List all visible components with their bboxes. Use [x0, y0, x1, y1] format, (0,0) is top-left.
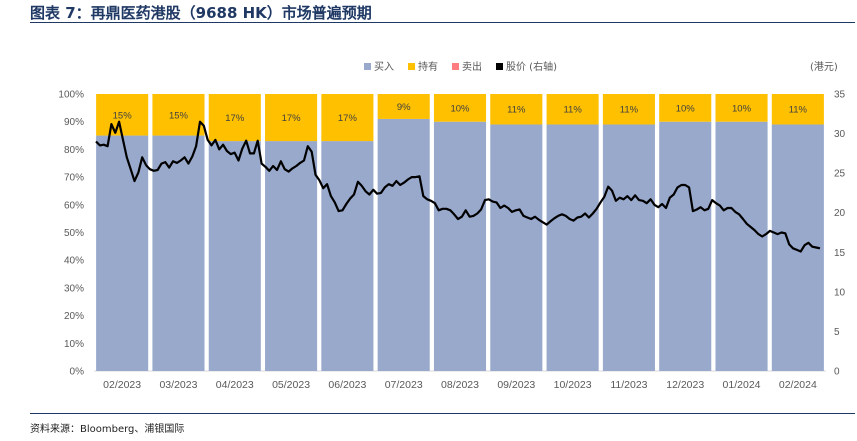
left-axis-tick: 10% — [64, 339, 84, 350]
bar-hold — [152, 94, 205, 136]
legend-swatch — [496, 63, 503, 70]
figure-title: 图表 7：再鼎医药港股（9688 HK）市场普遍预期 — [30, 4, 372, 22]
x-axis-tick: 12/2023 — [666, 379, 704, 391]
data-label: 17% — [282, 113, 302, 124]
x-axis-tick: 10/2023 — [554, 379, 592, 391]
legend: 买入 持有 卖出 股价 (右轴) — [364, 60, 557, 73]
bar-hold — [490, 94, 543, 125]
bar-buy — [265, 141, 318, 371]
left-axis-tick: 30% — [64, 283, 84, 294]
x-axis-tick: 08/2023 — [441, 379, 479, 391]
left-axis-tick: 90% — [64, 117, 84, 128]
data-label: 11% — [620, 105, 639, 116]
data-label: 11% — [789, 105, 808, 116]
data-label: 11% — [563, 105, 582, 116]
bar-hold — [96, 94, 149, 136]
source-rule — [30, 413, 855, 414]
data-label: 15% — [113, 110, 133, 121]
bar-buy — [715, 121, 768, 371]
left-axis-tick: 70% — [64, 173, 84, 184]
x-axis-tick: 11/2023 — [610, 379, 647, 391]
bar-hold — [433, 94, 487, 122]
left-axis-tick: 0% — [70, 367, 85, 378]
bar-hold — [265, 94, 318, 142]
line-layer — [95, 120, 821, 253]
bar-buy — [96, 135, 149, 371]
data-label: 10% — [676, 103, 696, 114]
right-axis-tick: 35 — [834, 90, 846, 101]
data-label: 17% — [225, 113, 245, 124]
bar-hold — [715, 94, 768, 122]
x-axis-tick: 04/2023 — [216, 379, 254, 391]
data-label: 10% — [450, 103, 470, 114]
legend-label: 买入 — [374, 61, 394, 73]
right-axis-tick: 10 — [834, 287, 846, 298]
left-axis-tick: 40% — [64, 256, 84, 267]
right-axis-tick: 20 — [834, 208, 846, 219]
axis-layer: 0% 10% 20% 30% 40% 50% 60% 70% 80% 90% 100% 0 5 10 15 2… — [58, 61, 845, 391]
legend-swatch — [452, 63, 459, 70]
bar-hold — [546, 94, 599, 125]
legend-swatch — [364, 63, 371, 70]
bar-hold — [321, 94, 374, 142]
bar-buy — [208, 141, 261, 371]
left-axis-tick: 60% — [64, 200, 84, 211]
bar-hold — [659, 94, 712, 122]
bar-buy — [152, 135, 205, 371]
title-rule — [30, 22, 855, 23]
left-axis-tick: 80% — [64, 145, 84, 156]
right-axis-tick: 5 — [834, 327, 840, 338]
left-axis-tick: 50% — [64, 228, 84, 239]
price-line — [95, 120, 821, 253]
right-axis-tick: 15 — [834, 248, 846, 259]
bar-hold — [377, 94, 430, 119]
bar-buy — [546, 124, 599, 371]
data-label: 9% — [397, 102, 411, 113]
right-axis-tick: 25 — [834, 169, 846, 180]
left-axis-tick: 20% — [64, 311, 84, 322]
x-axis-tick: 01/2024 — [723, 379, 761, 391]
bar-buy — [433, 121, 487, 371]
legend-label: 股价 (右轴) — [506, 60, 557, 73]
left-axis-tick: 100% — [58, 90, 84, 101]
bar-buy — [490, 124, 543, 371]
bars-layer — [96, 94, 824, 372]
bar-buy — [377, 118, 430, 372]
x-axis-tick: 05/2023 — [272, 379, 310, 391]
data-label: 10% — [732, 103, 752, 114]
x-axis-tick: 06/2023 — [328, 379, 366, 391]
right-axis-unit: (港元) — [810, 61, 838, 73]
x-axis-tick: 09/2023 — [497, 379, 535, 391]
bar-hold — [208, 94, 261, 142]
x-axis-tick: 07/2023 — [385, 379, 423, 391]
bar-buy — [659, 121, 712, 371]
bar-buy — [321, 141, 374, 371]
x-axis-tick: 02/2023 — [103, 379, 141, 391]
bar-buy — [602, 124, 655, 371]
x-axis-tick: 02/2024 — [779, 379, 817, 391]
data-labels-layer: 15% 15% 17% 17% 17% 9% 10% 11% 11% 11% 10% 10% 11% — [113, 102, 808, 124]
x-axis-tick: 03/2023 — [159, 379, 197, 391]
source-note: 资料来源：Bloomberg、浦银国际 — [30, 424, 185, 435]
data-label: 15% — [169, 110, 189, 121]
legend-label: 卖出 — [462, 60, 482, 73]
data-label: 11% — [507, 105, 526, 116]
bar-hold — [602, 94, 655, 125]
right-axis-tick: 0 — [834, 367, 840, 378]
bar-hold — [771, 94, 824, 125]
right-axis-tick: 30 — [834, 129, 846, 140]
data-label: 17% — [338, 113, 358, 124]
legend-label: 持有 — [418, 60, 438, 73]
legend-swatch — [408, 63, 415, 70]
